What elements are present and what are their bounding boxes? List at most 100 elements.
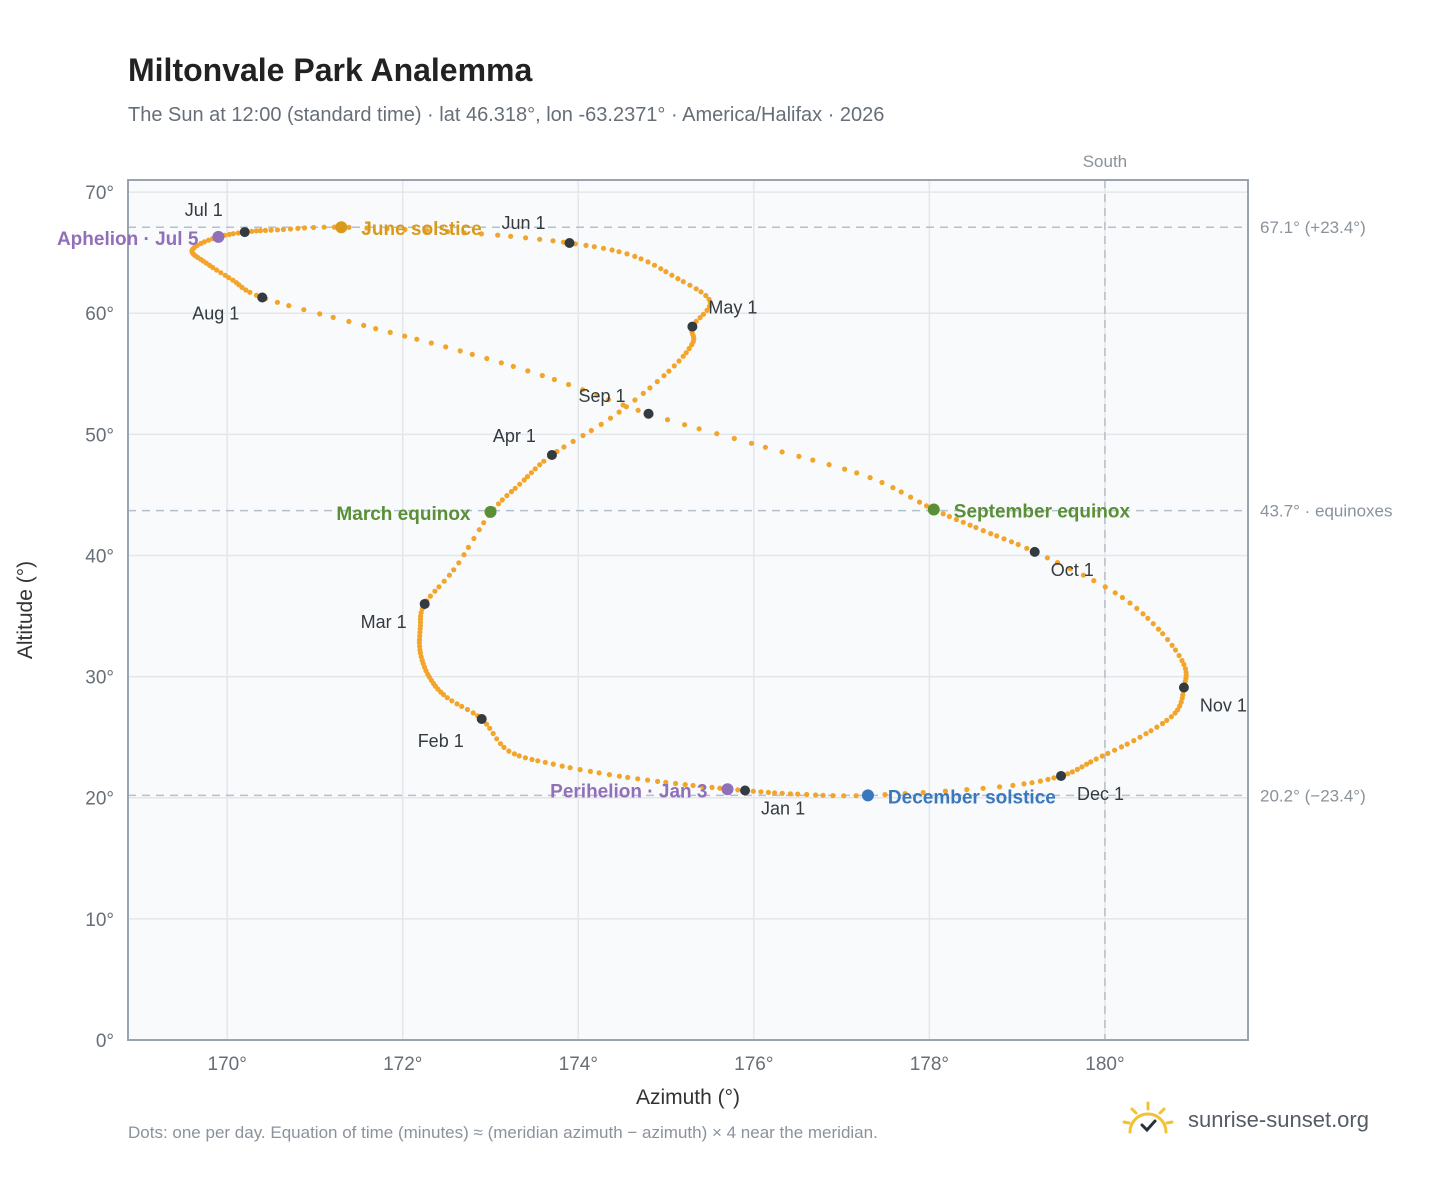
daily-sun-dot	[594, 392, 600, 398]
daily-sun-dot	[697, 315, 703, 321]
daily-sun-dot	[700, 783, 706, 790]
daily-sun-dot	[1010, 782, 1016, 789]
daily-sun-dot	[1160, 631, 1166, 637]
daily-sun-dot	[249, 228, 255, 234]
daily-sun-dot	[606, 772, 613, 778]
daily-sun-dot	[1051, 775, 1057, 781]
daily-sun-dot	[1176, 652, 1182, 659]
daily-sun-dot	[1024, 545, 1030, 551]
x-tick-label: 178°	[910, 1054, 949, 1075]
daily-sun-dot	[498, 360, 504, 366]
daily-sun-dot	[1045, 776, 1051, 783]
daily-sun-dot	[444, 695, 450, 701]
reference-line-label: 43.7° · equinoxes	[1260, 502, 1393, 521]
daily-sun-dot	[960, 519, 966, 525]
daily-sun-dot	[287, 226, 294, 232]
daily-sun-dot	[580, 387, 586, 393]
daily-sun-dot	[524, 474, 531, 480]
daily-sun-dot	[1029, 780, 1035, 786]
daily-sun-dot	[510, 363, 516, 369]
daily-sun-dot	[310, 224, 317, 231]
daily-sun-dot	[609, 247, 615, 253]
event-point	[212, 230, 225, 243]
month-point	[257, 292, 268, 303]
daily-sun-dot	[528, 470, 535, 476]
event-label: December solstice	[888, 787, 1056, 808]
daily-sun-dot	[262, 227, 268, 233]
daily-sun-dot	[504, 493, 510, 499]
daily-sun-dot	[942, 788, 949, 794]
month-point	[564, 237, 575, 248]
daily-sun-dot	[1131, 738, 1137, 744]
daily-sun-dot	[620, 402, 626, 408]
event-point	[721, 783, 734, 796]
daily-sun-dot	[535, 758, 541, 764]
daily-sun-dot	[346, 318, 352, 325]
daily-sun-dot	[457, 348, 463, 354]
daily-sun-dot	[532, 466, 538, 472]
daily-sun-dot	[361, 322, 367, 328]
daily-sun-dot	[676, 358, 682, 364]
daily-sun-dot	[693, 286, 699, 292]
daily-sun-dot	[384, 226, 390, 232]
daily-sun-dot	[436, 584, 442, 590]
x-tick-label: 180°	[1085, 1054, 1124, 1075]
event-point	[861, 789, 874, 802]
daily-sun-dot	[882, 792, 888, 798]
daily-sun-dot	[499, 497, 505, 503]
daily-sun-dot	[321, 224, 327, 230]
daily-sun-dot	[690, 782, 696, 789]
daily-sun-dot	[539, 372, 545, 379]
daily-sun-dot	[226, 231, 232, 237]
daily-sun-dot	[765, 789, 772, 796]
daily-sun-dot	[461, 552, 467, 558]
daily-sun-dot	[703, 292, 709, 299]
daily-sun-dot	[700, 311, 707, 317]
daily-sun-dot	[257, 228, 263, 234]
month-label: Aug 1	[192, 303, 239, 323]
daily-sun-dot	[1080, 572, 1086, 578]
daily-sun-dot	[522, 755, 529, 761]
daily-sun-dot	[427, 593, 433, 599]
daily-sun-dot	[459, 703, 465, 710]
daily-sun-dot	[1181, 661, 1187, 668]
daily-sun-dot	[924, 503, 930, 509]
event-label: September equinox	[954, 501, 1131, 522]
daily-sun-dot	[687, 282, 693, 288]
daily-sun-dot	[1112, 590, 1118, 596]
brand[interactable]: sunrise-sunset.org	[1120, 1100, 1369, 1140]
event-point	[484, 505, 497, 518]
daily-sun-dot	[916, 499, 923, 505]
daily-sun-dot	[239, 284, 245, 290]
brand-name: sunrise-sunset.org	[1188, 1107, 1369, 1132]
daily-sun-dot	[632, 253, 638, 259]
daily-sun-dot	[682, 782, 688, 788]
month-label: Jul 1	[185, 200, 223, 220]
daily-sun-dot	[842, 466, 848, 472]
daily-sun-dot	[1021, 781, 1027, 787]
month-label: Dec 1	[1077, 784, 1124, 804]
daily-sun-dot	[454, 701, 460, 707]
daily-sun-dot	[967, 522, 973, 528]
daily-sun-dot	[1143, 731, 1149, 737]
daily-sun-dot	[517, 481, 523, 487]
daily-sun-dot	[890, 485, 896, 491]
daily-sun-dot	[654, 379, 660, 385]
daily-sun-dot	[1172, 647, 1179, 653]
daily-sun-dot	[632, 397, 638, 403]
daily-sun-dot	[706, 296, 712, 302]
daily-sun-dot	[570, 438, 576, 444]
daily-sun-dot	[804, 791, 810, 798]
daily-sun-dot	[1091, 578, 1097, 584]
daily-sun-dot	[301, 225, 308, 231]
daily-sun-dot	[478, 231, 484, 237]
daily-sun-dot	[616, 249, 622, 255]
daily-sun-dot	[577, 767, 583, 773]
daily-sun-dot	[1065, 771, 1071, 777]
daily-sun-dot	[286, 303, 292, 309]
daily-sun-dot	[346, 224, 352, 230]
daily-sun-dot	[645, 259, 651, 265]
daily-sun-dot	[529, 756, 535, 763]
daily-sun-dot	[428, 340, 434, 346]
month-label: Sep 1	[579, 386, 626, 406]
